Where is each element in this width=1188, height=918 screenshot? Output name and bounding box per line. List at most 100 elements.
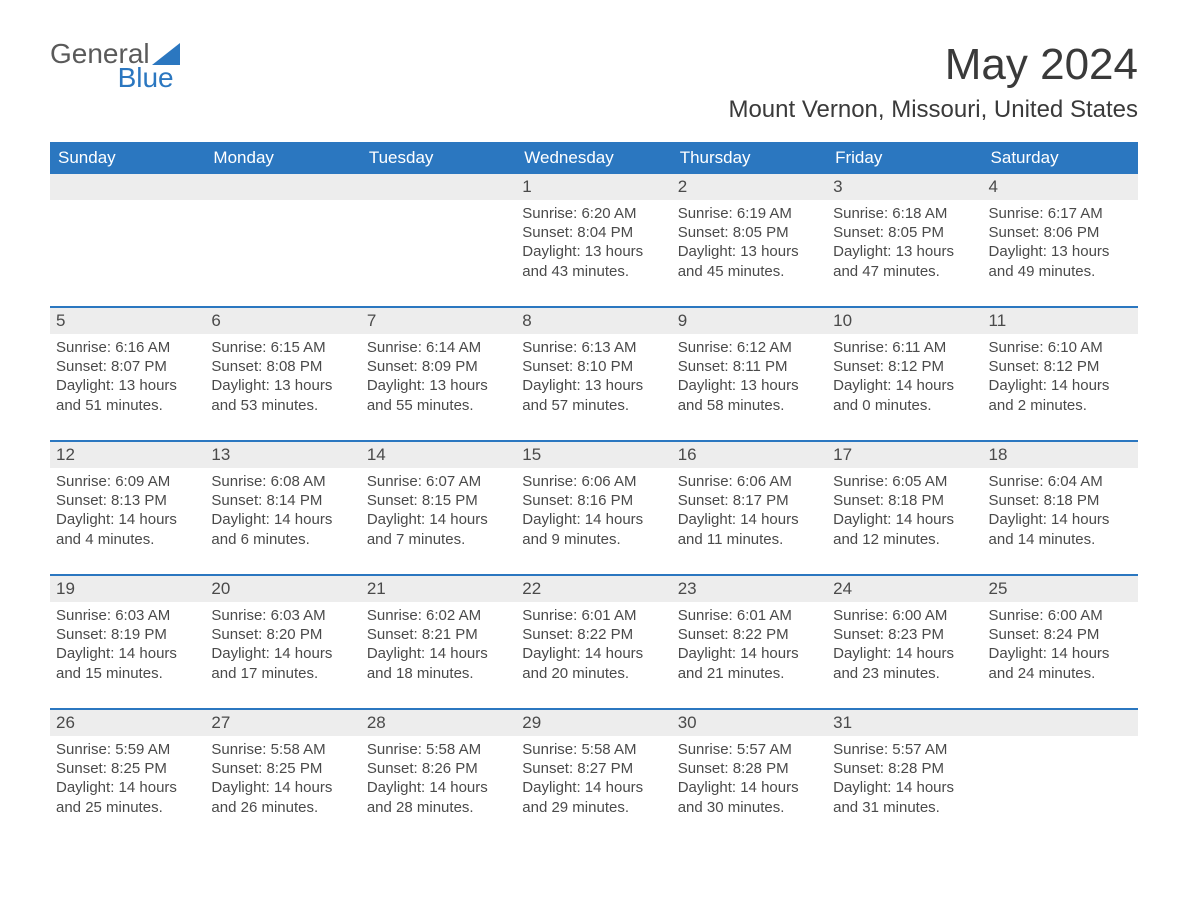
day-cell: 6Sunrise: 6:15 AMSunset: 8:08 PMDaylight… [205, 308, 360, 440]
sunrise-text: Sunrise: 6:19 AM [678, 204, 821, 223]
day-body: Sunrise: 6:02 AMSunset: 8:21 PMDaylight:… [361, 602, 516, 691]
daylight-text: Daylight: 13 hours and 53 minutes. [211, 376, 354, 414]
daylight-text: Daylight: 14 hours and 4 minutes. [56, 510, 199, 548]
sunrise-text: Sunrise: 6:10 AM [989, 338, 1132, 357]
day-body: Sunrise: 6:10 AMSunset: 8:12 PMDaylight:… [983, 334, 1138, 423]
daylight-text: Daylight: 14 hours and 25 minutes. [56, 778, 199, 816]
day-body: Sunrise: 6:07 AMSunset: 8:15 PMDaylight:… [361, 468, 516, 557]
day-body: Sunrise: 6:15 AMSunset: 8:08 PMDaylight:… [205, 334, 360, 423]
day-number [361, 174, 516, 200]
header: General Blue May 2024 [50, 40, 1138, 92]
sunset-text: Sunset: 8:20 PM [211, 625, 354, 644]
day-number: 15 [516, 442, 671, 468]
sunrise-text: Sunrise: 6:07 AM [367, 472, 510, 491]
sunset-text: Sunset: 8:18 PM [833, 491, 976, 510]
day-number: 19 [50, 576, 205, 602]
day-body: Sunrise: 6:14 AMSunset: 8:09 PMDaylight:… [361, 334, 516, 423]
sunrise-text: Sunrise: 6:03 AM [56, 606, 199, 625]
sunrise-text: Sunrise: 6:08 AM [211, 472, 354, 491]
daylight-text: Daylight: 14 hours and 17 minutes. [211, 644, 354, 682]
day-number: 10 [827, 308, 982, 334]
page-subtitle: Mount Vernon, Missouri, United States [50, 96, 1138, 124]
day-body: Sunrise: 5:58 AMSunset: 8:27 PMDaylight:… [516, 736, 671, 825]
day-body: Sunrise: 6:08 AMSunset: 8:14 PMDaylight:… [205, 468, 360, 557]
daylight-text: Daylight: 13 hours and 43 minutes. [522, 242, 665, 280]
day-number: 24 [827, 576, 982, 602]
daylight-text: Daylight: 14 hours and 6 minutes. [211, 510, 354, 548]
sunrise-text: Sunrise: 6:01 AM [678, 606, 821, 625]
day-cell: 19Sunrise: 6:03 AMSunset: 8:19 PMDayligh… [50, 576, 205, 708]
sunset-text: Sunset: 8:10 PM [522, 357, 665, 376]
dow-cell: Saturday [983, 142, 1138, 174]
dow-cell: Monday [205, 142, 360, 174]
day-body: Sunrise: 6:20 AMSunset: 8:04 PMDaylight:… [516, 200, 671, 289]
day-number: 25 [983, 576, 1138, 602]
logo: General Blue [50, 40, 180, 92]
day-body: Sunrise: 6:16 AMSunset: 8:07 PMDaylight:… [50, 334, 205, 423]
day-number [50, 174, 205, 200]
day-cell: 2Sunrise: 6:19 AMSunset: 8:05 PMDaylight… [672, 174, 827, 306]
sunset-text: Sunset: 8:23 PM [833, 625, 976, 644]
dow-cell: Tuesday [361, 142, 516, 174]
sunrise-text: Sunrise: 6:20 AM [522, 204, 665, 223]
day-number: 11 [983, 308, 1138, 334]
daylight-text: Daylight: 14 hours and 24 minutes. [989, 644, 1132, 682]
day-number: 5 [50, 308, 205, 334]
sunset-text: Sunset: 8:06 PM [989, 223, 1132, 242]
daylight-text: Daylight: 14 hours and 23 minutes. [833, 644, 976, 682]
dow-cell: Thursday [672, 142, 827, 174]
day-body: Sunrise: 6:18 AMSunset: 8:05 PMDaylight:… [827, 200, 982, 289]
day-body: Sunrise: 6:04 AMSunset: 8:18 PMDaylight:… [983, 468, 1138, 557]
day-number: 21 [361, 576, 516, 602]
daylight-text: Daylight: 13 hours and 57 minutes. [522, 376, 665, 414]
day-cell: 18Sunrise: 6:04 AMSunset: 8:18 PMDayligh… [983, 442, 1138, 574]
daylight-text: Daylight: 14 hours and 7 minutes. [367, 510, 510, 548]
day-body: Sunrise: 6:06 AMSunset: 8:17 PMDaylight:… [672, 468, 827, 557]
daylight-text: Daylight: 14 hours and 28 minutes. [367, 778, 510, 816]
sunrise-text: Sunrise: 6:15 AM [211, 338, 354, 357]
daylight-text: Daylight: 13 hours and 58 minutes. [678, 376, 821, 414]
sunset-text: Sunset: 8:17 PM [678, 491, 821, 510]
sunrise-text: Sunrise: 6:01 AM [522, 606, 665, 625]
day-empty [50, 174, 205, 306]
day-number: 22 [516, 576, 671, 602]
day-cell: 17Sunrise: 6:05 AMSunset: 8:18 PMDayligh… [827, 442, 982, 574]
daylight-text: Daylight: 13 hours and 51 minutes. [56, 376, 199, 414]
week-row: 12Sunrise: 6:09 AMSunset: 8:13 PMDayligh… [50, 440, 1138, 574]
sunset-text: Sunset: 8:05 PM [833, 223, 976, 242]
sunset-text: Sunset: 8:05 PM [678, 223, 821, 242]
sunrise-text: Sunrise: 6:12 AM [678, 338, 821, 357]
day-empty [983, 710, 1138, 842]
day-cell: 12Sunrise: 6:09 AMSunset: 8:13 PMDayligh… [50, 442, 205, 574]
sunrise-text: Sunrise: 5:58 AM [367, 740, 510, 759]
day-cell: 30Sunrise: 5:57 AMSunset: 8:28 PMDayligh… [672, 710, 827, 842]
day-body: Sunrise: 5:58 AMSunset: 8:26 PMDaylight:… [361, 736, 516, 825]
sunrise-text: Sunrise: 6:03 AM [211, 606, 354, 625]
day-body: Sunrise: 6:01 AMSunset: 8:22 PMDaylight:… [516, 602, 671, 691]
day-cell: 20Sunrise: 6:03 AMSunset: 8:20 PMDayligh… [205, 576, 360, 708]
dow-cell: Sunday [50, 142, 205, 174]
sunset-text: Sunset: 8:16 PM [522, 491, 665, 510]
dow-cell: Wednesday [516, 142, 671, 174]
day-body: Sunrise: 5:59 AMSunset: 8:25 PMDaylight:… [50, 736, 205, 825]
day-number [983, 710, 1138, 736]
day-number: 1 [516, 174, 671, 200]
sunrise-text: Sunrise: 6:00 AM [833, 606, 976, 625]
sunset-text: Sunset: 8:09 PM [367, 357, 510, 376]
sunset-text: Sunset: 8:26 PM [367, 759, 510, 778]
sunset-text: Sunset: 8:28 PM [678, 759, 821, 778]
sunset-text: Sunset: 8:14 PM [211, 491, 354, 510]
sunset-text: Sunset: 8:19 PM [56, 625, 199, 644]
sunrise-text: Sunrise: 6:14 AM [367, 338, 510, 357]
day-body: Sunrise: 5:58 AMSunset: 8:25 PMDaylight:… [205, 736, 360, 825]
sunrise-text: Sunrise: 6:04 AM [989, 472, 1132, 491]
daylight-text: Daylight: 14 hours and 12 minutes. [833, 510, 976, 548]
sunrise-text: Sunrise: 6:16 AM [56, 338, 199, 357]
daylight-text: Daylight: 14 hours and 18 minutes. [367, 644, 510, 682]
day-number: 31 [827, 710, 982, 736]
daylight-text: Daylight: 13 hours and 55 minutes. [367, 376, 510, 414]
day-cell: 5Sunrise: 6:16 AMSunset: 8:07 PMDaylight… [50, 308, 205, 440]
day-number: 4 [983, 174, 1138, 200]
week-row: 19Sunrise: 6:03 AMSunset: 8:19 PMDayligh… [50, 574, 1138, 708]
day-cell: 27Sunrise: 5:58 AMSunset: 8:25 PMDayligh… [205, 710, 360, 842]
